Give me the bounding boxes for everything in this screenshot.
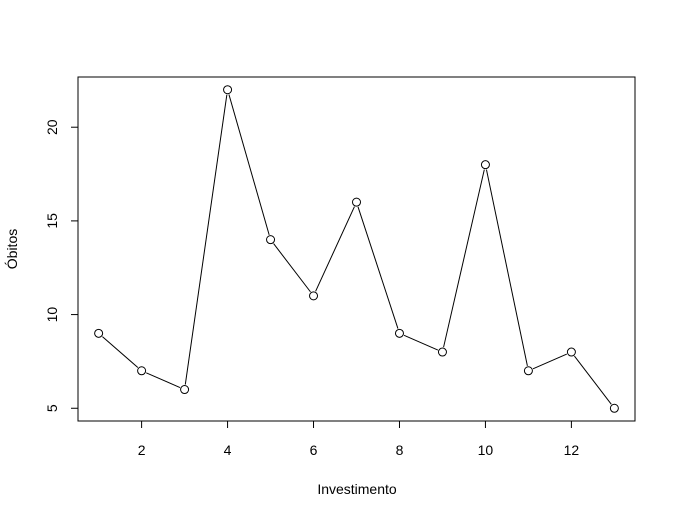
- series-0-segment-5: [273, 243, 311, 293]
- x-tick-label-12: 12: [564, 442, 580, 458]
- x-tick-label-8: 8: [396, 442, 404, 458]
- x-tick-label-4: 4: [224, 442, 232, 458]
- series-0-segment-2: [145, 372, 181, 388]
- x-axis-title: Investimento: [317, 481, 397, 497]
- x-tick-label-10: 10: [478, 442, 494, 458]
- data-point-13: [609, 403, 619, 413]
- data-point-9: [437, 347, 447, 357]
- series-0-segment-10: [485, 169, 528, 366]
- series-0-segment-6: [315, 206, 355, 292]
- x-tick-label-2: 2: [138, 442, 146, 458]
- y-tick-label-5: 5: [44, 404, 60, 412]
- data-point-6: [309, 291, 319, 301]
- data-point-1: [94, 328, 104, 338]
- y-tick-label-15: 15: [44, 213, 60, 229]
- series-0-segment-12: [574, 355, 612, 405]
- series-0-segment-1: [102, 336, 139, 368]
- y-tick-label-20: 20: [44, 119, 60, 135]
- y-tick-label-10: 10: [44, 307, 60, 323]
- plot-area: 2 4 6 8 10 12 5 10 15 20: [44, 76, 636, 458]
- plot-frame: [77, 76, 636, 422]
- y-axis-title: Óbitos: [4, 229, 20, 269]
- data-point-5: [266, 235, 276, 245]
- series-0-segment-4: [228, 94, 270, 235]
- data-point-11: [523, 366, 533, 376]
- data-point-7: [352, 197, 361, 207]
- data-point-2: [137, 366, 147, 376]
- data-point-3: [180, 385, 190, 395]
- series-0-segment-8: [403, 334, 439, 351]
- data-point-12: [566, 347, 576, 357]
- series-0-segment-7: [357, 206, 399, 329]
- series-0-segment-11: [532, 353, 568, 370]
- data-point-8: [394, 328, 404, 338]
- x-tick-label-6: 6: [310, 442, 318, 458]
- data-point-10: [480, 160, 490, 170]
- series-0-segment-3: [184, 94, 228, 385]
- data-point-4: [223, 85, 233, 95]
- series-0-segment-9: [443, 169, 485, 348]
